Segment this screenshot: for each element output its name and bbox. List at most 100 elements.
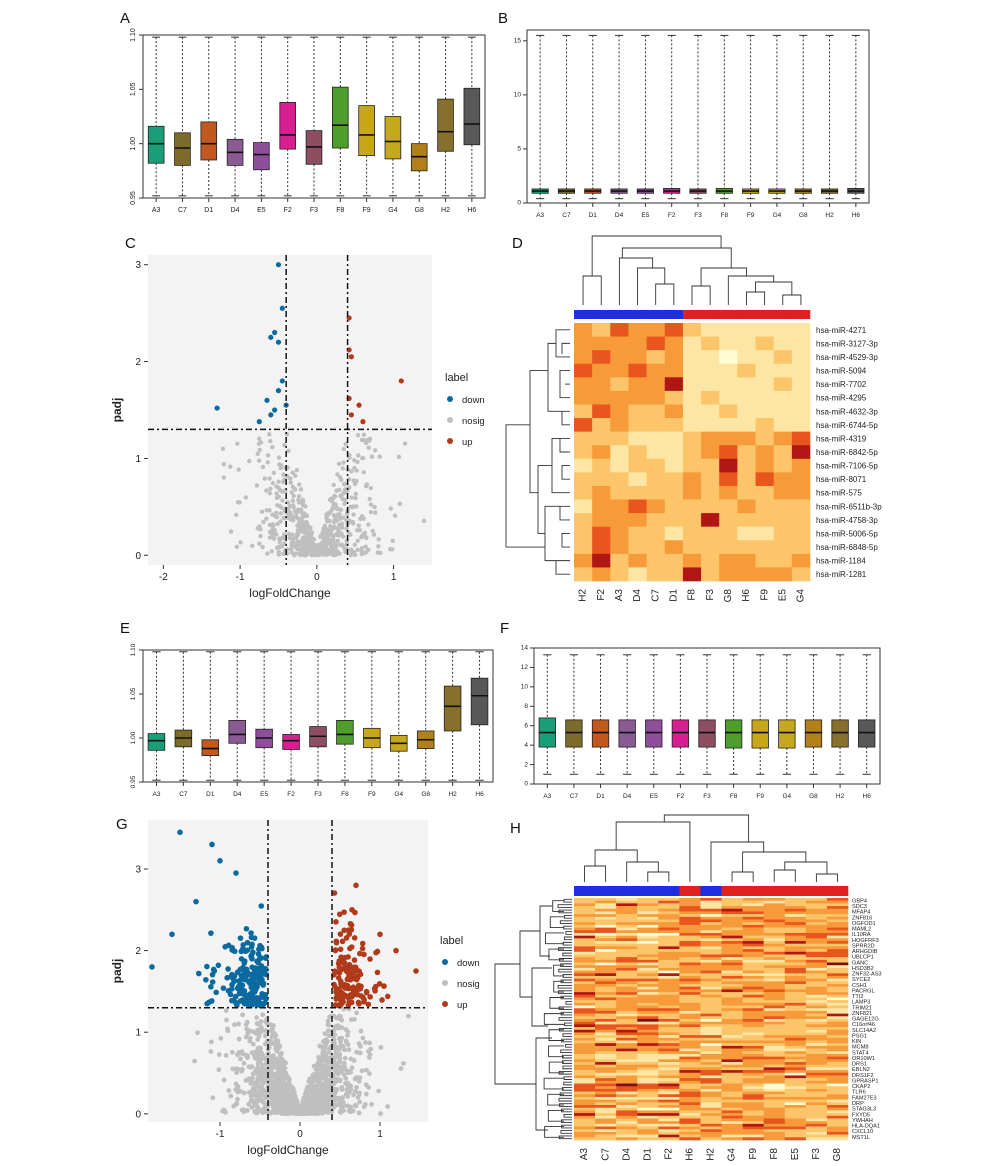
heatmap-cell bbox=[742, 970, 764, 974]
group-bar-H6 bbox=[679, 886, 701, 896]
heatmap-cell bbox=[679, 1040, 701, 1044]
heatmap-cell bbox=[805, 967, 828, 971]
heatmap-cell bbox=[700, 973, 722, 977]
point-nosig bbox=[356, 453, 361, 458]
heatmap-cell bbox=[784, 992, 807, 996]
heatmap-cell bbox=[658, 949, 680, 953]
point-down bbox=[225, 988, 232, 994]
heatmap-cell bbox=[637, 1072, 659, 1076]
row-label: hsa-miR-4529-3p bbox=[816, 353, 878, 362]
point-nosig bbox=[320, 541, 325, 547]
point-nosig bbox=[234, 544, 240, 550]
point-nosig bbox=[341, 460, 346, 465]
heatmap-cell bbox=[826, 1091, 849, 1095]
heatmap-cell bbox=[742, 986, 764, 990]
heatmap-cell bbox=[595, 1091, 617, 1095]
heatmap-cell bbox=[805, 922, 828, 926]
heatmap-cell bbox=[742, 1008, 764, 1012]
heatmap-cell bbox=[721, 914, 743, 918]
point-up bbox=[360, 419, 366, 425]
heatmap-cell bbox=[742, 1078, 764, 1082]
heatmap-cell bbox=[664, 513, 684, 527]
heatmap-cell bbox=[742, 1102, 764, 1106]
heatmap-cell bbox=[805, 908, 828, 912]
heatmap-cell bbox=[805, 981, 828, 985]
point-down bbox=[279, 305, 285, 311]
heatmap-cell bbox=[682, 404, 702, 419]
point-nosig bbox=[304, 1107, 310, 1113]
heatmap-cell bbox=[773, 390, 793, 405]
column-dendrogram-branch bbox=[618, 257, 654, 305]
heatmap-cell bbox=[595, 981, 617, 985]
heatmap-cell bbox=[637, 914, 659, 918]
point-down bbox=[149, 964, 155, 970]
heatmap-cell bbox=[595, 1024, 617, 1028]
row-dendrogram-branch bbox=[519, 930, 540, 998]
heatmap-cell bbox=[616, 986, 638, 990]
row-dendrogram-branch bbox=[561, 533, 570, 548]
point-nosig bbox=[265, 551, 270, 556]
heatmap-cell bbox=[784, 941, 807, 945]
heatmap-cell bbox=[784, 1096, 807, 1100]
heatmap-cell bbox=[679, 1115, 701, 1119]
heatmap-cell bbox=[805, 1105, 828, 1109]
heatmap-cell bbox=[700, 978, 722, 982]
heatmap-cell bbox=[826, 973, 849, 977]
point-nosig bbox=[256, 441, 262, 447]
row-dendrogram-branch bbox=[561, 465, 570, 480]
heatmap-cell bbox=[742, 1024, 764, 1028]
heatmap-cell bbox=[773, 431, 793, 446]
heatmap-cell bbox=[763, 1045, 786, 1049]
heatmap-cell bbox=[784, 1070, 807, 1074]
heatmap-cell bbox=[592, 418, 611, 432]
heatmap-cell bbox=[574, 553, 593, 568]
row-label: hsa-miR-6511b-3p bbox=[816, 502, 882, 511]
heatmap-cell bbox=[574, 1027, 596, 1031]
point-up bbox=[374, 969, 381, 976]
heatmap-cell bbox=[637, 986, 659, 990]
heatmap-cell bbox=[616, 1129, 638, 1133]
point-nosig bbox=[377, 454, 382, 459]
row-label: OR10W1 bbox=[852, 1056, 875, 1062]
heatmap-cell bbox=[574, 954, 596, 958]
heatmap-cell bbox=[610, 390, 629, 405]
heatmap-cell bbox=[637, 1123, 659, 1127]
point-up bbox=[335, 975, 342, 981]
heatmap-cell bbox=[721, 1048, 743, 1052]
heatmap-cell bbox=[574, 1013, 596, 1017]
point-nosig bbox=[359, 551, 365, 557]
heatmap-cell bbox=[784, 900, 807, 904]
point-nosig bbox=[254, 1096, 260, 1102]
heatmap-cell bbox=[574, 978, 596, 982]
heatmap-cell bbox=[610, 499, 629, 514]
heatmap-cell bbox=[679, 970, 701, 974]
heatmap-cell bbox=[721, 1070, 743, 1074]
point-down bbox=[231, 978, 237, 985]
point-nosig bbox=[372, 448, 378, 453]
heatmap-cell bbox=[592, 390, 611, 405]
heatmap-cell bbox=[784, 1121, 807, 1125]
point-nosig bbox=[279, 463, 284, 468]
heatmap-cell bbox=[700, 1035, 722, 1039]
heatmap-cell bbox=[574, 526, 593, 541]
heatmap-cell bbox=[574, 900, 596, 904]
y-tick-label: 1 bbox=[135, 1028, 141, 1039]
heatmap-cell bbox=[574, 1067, 596, 1071]
heatmap-cell bbox=[658, 986, 680, 990]
heatmap-cell bbox=[721, 962, 743, 966]
point-nosig bbox=[209, 1039, 214, 1045]
heatmap-cell bbox=[700, 984, 722, 988]
point-nosig bbox=[288, 480, 294, 485]
point-nosig bbox=[282, 1065, 288, 1071]
point-up bbox=[357, 950, 363, 957]
panel-letter-d: D bbox=[512, 235, 523, 252]
heatmap-cell bbox=[658, 938, 680, 942]
heatmap-cell bbox=[679, 954, 701, 958]
heatmap-cell bbox=[616, 992, 638, 996]
point-nosig bbox=[326, 1049, 332, 1055]
point-nosig bbox=[259, 1065, 265, 1071]
heatmap-cell bbox=[784, 1067, 807, 1071]
x-tick-label: E5 bbox=[260, 791, 268, 798]
row-label: GAGE12G bbox=[852, 1017, 879, 1023]
heatmap-cell bbox=[742, 1043, 764, 1047]
